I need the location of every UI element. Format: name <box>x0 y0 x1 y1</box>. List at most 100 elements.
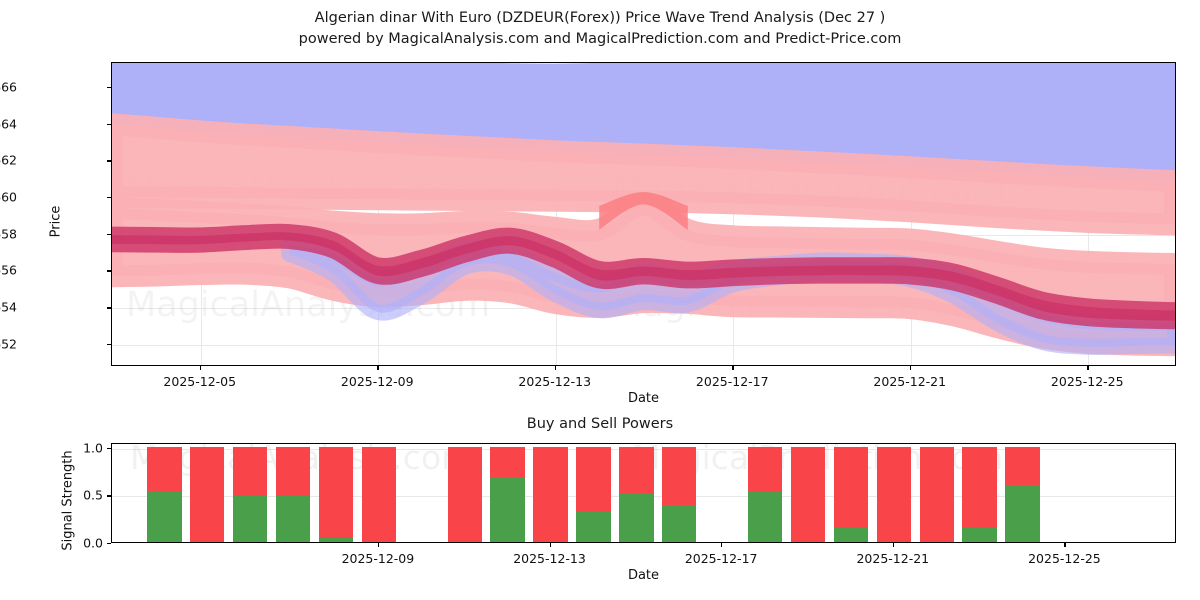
power-bar[interactable] <box>790 446 826 542</box>
buy-power-segment <box>1005 484 1040 542</box>
power-x-tickmark <box>892 543 895 547</box>
sell-power-segment <box>962 446 997 542</box>
price-x-tickmark <box>377 366 379 370</box>
price-y-tick-label: 0.00662 <box>0 152 17 168</box>
price-y-tick-label: 0.00658 <box>0 226 17 242</box>
power-bar[interactable] <box>619 446 654 542</box>
price-x-tickmark <box>199 366 202 370</box>
buy-power-segment <box>490 478 525 542</box>
sell-power-segment <box>919 446 954 542</box>
price-x-tick-label: 2025-12-25 <box>1050 374 1124 389</box>
title-line-2: powered by MagicalAnalysis.com and Magic… <box>298 31 902 47</box>
price-y-tickmark <box>107 233 111 236</box>
power-bar[interactable] <box>747 446 783 542</box>
power-bar[interactable] <box>190 446 225 542</box>
power-y-axis-label: Signal Strength <box>60 450 76 551</box>
price-y-tickmark <box>107 197 111 199</box>
sell-power-segment <box>876 446 911 542</box>
buy-power-segment <box>233 495 268 542</box>
power-bar[interactable] <box>876 446 911 542</box>
power-bar[interactable] <box>490 446 525 542</box>
power-x-tickmark <box>1064 543 1066 547</box>
price-x-axis-label: Date <box>627 391 660 406</box>
power-bar[interactable] <box>662 446 697 542</box>
power-x-tick-label: 2025-12-21 <box>856 551 930 566</box>
sell-power-segment <box>190 446 225 542</box>
power-bar[interactable] <box>533 446 568 542</box>
buy-power-segment <box>747 490 783 542</box>
buy-power-segment <box>833 526 869 542</box>
price-y-tickmark <box>107 270 111 272</box>
price-y-tick-label: 0.00664 <box>0 116 17 132</box>
price-wave-bands <box>112 63 1175 357</box>
gridline <box>112 344 1175 346</box>
power-bar[interactable] <box>361 446 397 542</box>
buy-power-segment <box>662 504 697 542</box>
power-y-tickmark <box>107 543 111 545</box>
title-line-1: Algerian dinar With Euro (DZDEUR(Forex))… <box>314 10 886 26</box>
buy-power-segment <box>576 511 611 542</box>
sell-power-segment <box>533 446 568 542</box>
power-y-tickmark <box>107 495 111 497</box>
power-x-tick-label: 2025-12-25 <box>1028 551 1101 566</box>
price-x-tickmark <box>554 366 557 370</box>
price-chart-panel: MagicalAnalysis.com MagicalPrediction.co… <box>111 62 1176 366</box>
price-x-tickmark <box>1087 366 1089 370</box>
power-bar[interactable] <box>919 446 954 542</box>
power-y-tick-label: 1.0 <box>83 440 103 456</box>
sell-power-segment <box>318 446 354 542</box>
buy-power-segment <box>619 494 654 542</box>
price-x-tick-label: 2025-12-05 <box>163 374 237 389</box>
price-x-tick-label: 2025-12-13 <box>518 374 592 389</box>
power-bar[interactable] <box>962 446 997 542</box>
price-x-tick-label: 2025-12-17 <box>695 374 769 389</box>
price-band <box>112 113 1175 236</box>
power-bar[interactable] <box>147 446 182 542</box>
price-y-tickmark <box>107 343 111 346</box>
gridline <box>555 63 557 365</box>
power-chart-panel: MagicalAnalysis.com MagicalPrediction.co… <box>111 443 1176 543</box>
power-y-tick-label: 0.5 <box>83 487 103 503</box>
price-x-tickmark <box>732 366 734 370</box>
price-y-tickmark <box>107 123 111 125</box>
power-x-tick-label: 2025-12-17 <box>684 551 758 566</box>
power-x-tickmark <box>721 543 723 547</box>
power-bar[interactable] <box>576 446 611 542</box>
price-y-tick-label: 0.00660 <box>0 189 17 205</box>
power-x-tick-label: 2025-12-13 <box>513 551 586 566</box>
price-x-tick-label: 2025-12-21 <box>873 374 947 389</box>
sell-power-segment <box>790 446 826 542</box>
power-chart-title: Buy and Sell Powers <box>526 416 674 432</box>
price-y-tickmark <box>107 86 111 89</box>
resistance-spike <box>599 192 688 230</box>
sell-power-segment <box>833 446 869 542</box>
power-y-tickmark <box>107 447 111 450</box>
page-title: Algerian dinar With Euro (DZDEUR(Forex))… <box>0 8 1200 50</box>
price-band <box>112 223 1175 330</box>
price-y-tick-label: 0.00656 <box>0 262 17 278</box>
buy-power-segment <box>275 495 311 542</box>
price-x-tickmark <box>909 366 912 370</box>
power-bar[interactable] <box>833 446 869 542</box>
power-bar[interactable] <box>233 446 268 542</box>
price-x-tick-label: 2025-12-09 <box>340 374 414 389</box>
price-y-axis-label: Price <box>48 205 64 238</box>
power-bar[interactable] <box>1005 446 1040 542</box>
buy-power-segment <box>318 538 354 542</box>
sell-power-segment <box>361 446 397 542</box>
power-bar[interactable] <box>275 446 311 542</box>
price-y-tick-label: 0.00654 <box>0 299 17 315</box>
power-x-tickmark <box>377 543 380 547</box>
power-x-tickmark <box>549 543 551 547</box>
power-y-tick-label: 0.0 <box>83 535 103 551</box>
price-y-tickmark <box>107 160 111 162</box>
buy-power-segment <box>147 490 182 542</box>
power-bar[interactable] <box>318 446 354 542</box>
power-x-axis-label: Date <box>627 568 660 583</box>
buy-power-segment <box>962 526 997 542</box>
price-y-tick-label: 0.00666 <box>0 79 17 95</box>
power-bar[interactable] <box>447 446 482 542</box>
price-y-tickmark <box>107 307 111 309</box>
power-x-tick-label: 2025-12-09 <box>341 551 415 566</box>
